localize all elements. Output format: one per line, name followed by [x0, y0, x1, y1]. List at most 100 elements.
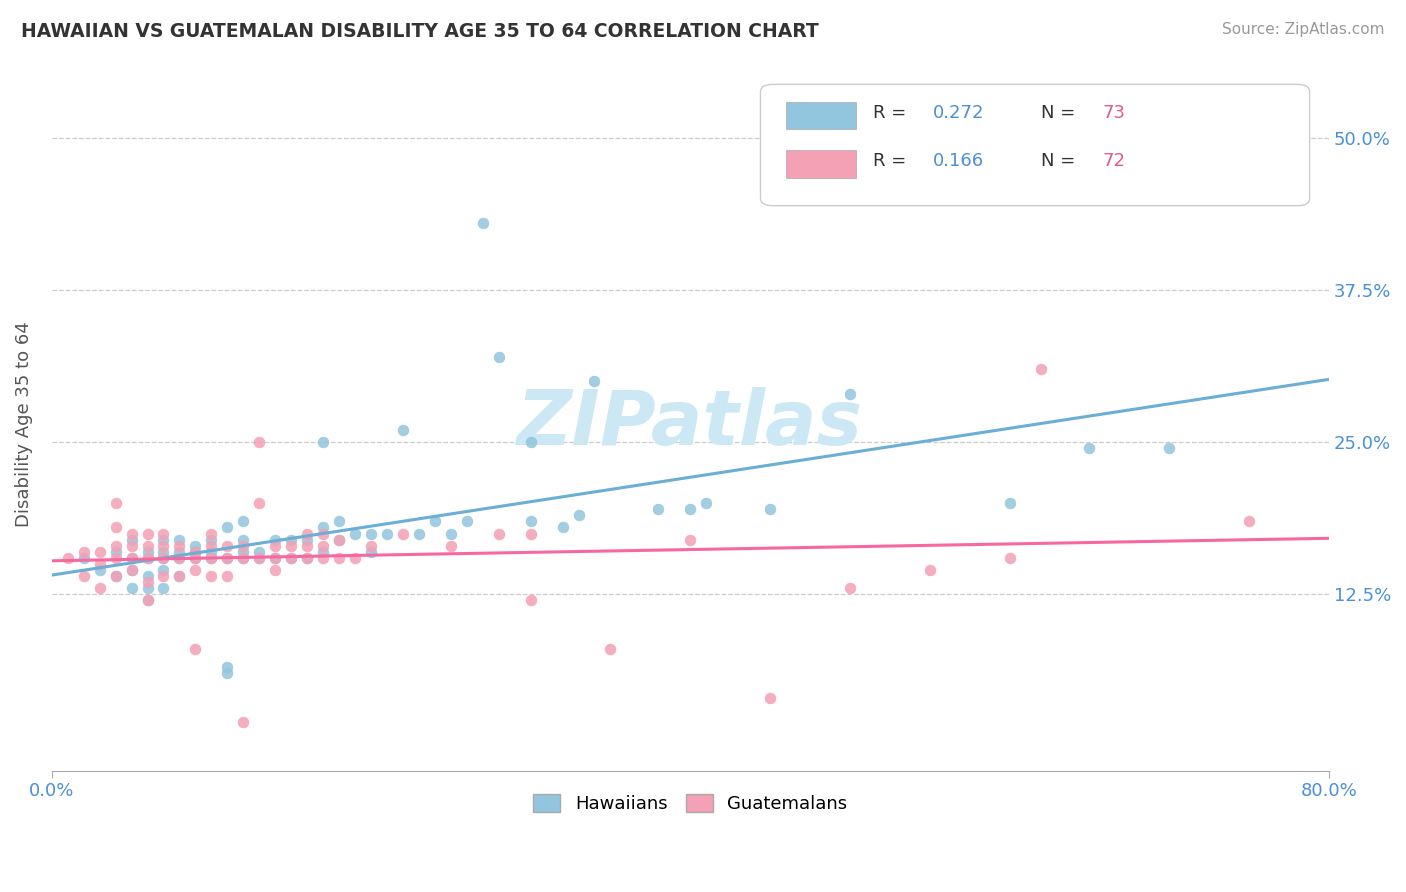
- Text: Source: ZipAtlas.com: Source: ZipAtlas.com: [1222, 22, 1385, 37]
- Point: [312, 520, 335, 534]
- Point: [423, 514, 446, 528]
- Text: 73: 73: [1102, 104, 1126, 122]
- Point: [184, 563, 207, 577]
- Point: [89, 545, 111, 559]
- Point: [295, 550, 318, 565]
- Point: [217, 666, 239, 681]
- Point: [264, 550, 287, 565]
- Point: [217, 660, 239, 674]
- Text: HAWAIIAN VS GUATEMALAN DISABILITY AGE 35 TO 64 CORRELATION CHART: HAWAIIAN VS GUATEMALAN DISABILITY AGE 35…: [21, 22, 818, 41]
- Point: [264, 563, 287, 577]
- Point: [280, 550, 302, 565]
- Point: [599, 642, 621, 657]
- Point: [280, 539, 302, 553]
- Point: [232, 533, 254, 547]
- Point: [679, 502, 702, 516]
- Point: [232, 550, 254, 565]
- Point: [89, 581, 111, 595]
- Point: [456, 514, 478, 528]
- Point: [312, 526, 335, 541]
- Point: [232, 514, 254, 528]
- Point: [647, 502, 669, 516]
- Text: 72: 72: [1102, 152, 1126, 169]
- Point: [295, 539, 318, 553]
- Point: [264, 550, 287, 565]
- Point: [247, 550, 270, 565]
- Point: [519, 514, 541, 528]
- Point: [280, 550, 302, 565]
- Point: [152, 526, 174, 541]
- Point: [312, 539, 335, 553]
- Point: [838, 581, 860, 595]
- Legend: Hawaiians, Guatemalans: Hawaiians, Guatemalans: [523, 783, 858, 824]
- Point: [551, 520, 574, 534]
- Point: [392, 423, 415, 437]
- Point: [328, 550, 350, 565]
- Text: N =: N =: [1042, 104, 1081, 122]
- Point: [679, 533, 702, 547]
- Point: [136, 550, 159, 565]
- Point: [217, 550, 239, 565]
- FancyBboxPatch shape: [761, 85, 1309, 206]
- Point: [200, 550, 222, 565]
- Point: [998, 496, 1021, 510]
- Point: [184, 642, 207, 657]
- Point: [408, 526, 430, 541]
- Point: [200, 533, 222, 547]
- Point: [136, 550, 159, 565]
- Point: [488, 350, 510, 364]
- Point: [360, 545, 382, 559]
- Point: [169, 550, 191, 565]
- Point: [136, 593, 159, 607]
- Point: [121, 550, 143, 565]
- Text: N =: N =: [1042, 152, 1081, 169]
- Point: [104, 545, 127, 559]
- Point: [247, 496, 270, 510]
- Point: [232, 714, 254, 729]
- Point: [247, 435, 270, 450]
- Point: [295, 550, 318, 565]
- Point: [360, 526, 382, 541]
- Y-axis label: Disability Age 35 to 64: Disability Age 35 to 64: [15, 321, 32, 527]
- Text: R =: R =: [873, 104, 912, 122]
- FancyBboxPatch shape: [786, 102, 856, 129]
- Point: [169, 569, 191, 583]
- Point: [169, 533, 191, 547]
- Point: [583, 375, 606, 389]
- Point: [1031, 362, 1053, 376]
- Point: [104, 569, 127, 583]
- Point: [200, 526, 222, 541]
- Point: [104, 569, 127, 583]
- Point: [247, 545, 270, 559]
- Point: [136, 581, 159, 595]
- Point: [232, 550, 254, 565]
- Point: [89, 557, 111, 571]
- Point: [247, 550, 270, 565]
- Point: [121, 539, 143, 553]
- Point: [104, 539, 127, 553]
- Point: [121, 526, 143, 541]
- Point: [104, 550, 127, 565]
- Point: [519, 435, 541, 450]
- Point: [169, 550, 191, 565]
- Point: [121, 550, 143, 565]
- Point: [200, 550, 222, 565]
- Point: [121, 533, 143, 547]
- Point: [440, 539, 463, 553]
- Point: [136, 575, 159, 590]
- Text: 0.166: 0.166: [934, 152, 984, 169]
- Point: [519, 593, 541, 607]
- Point: [89, 563, 111, 577]
- Point: [152, 581, 174, 595]
- FancyBboxPatch shape: [786, 150, 856, 178]
- Point: [488, 526, 510, 541]
- Point: [121, 581, 143, 595]
- Point: [264, 533, 287, 547]
- Point: [392, 526, 415, 541]
- Point: [232, 545, 254, 559]
- Point: [136, 526, 159, 541]
- Point: [121, 563, 143, 577]
- Point: [217, 539, 239, 553]
- Point: [121, 563, 143, 577]
- Point: [169, 539, 191, 553]
